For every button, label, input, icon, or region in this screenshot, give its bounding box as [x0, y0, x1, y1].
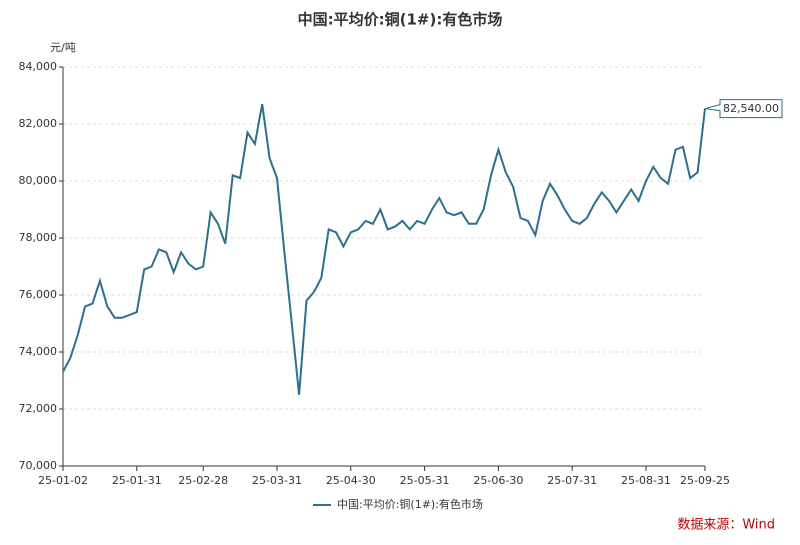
- y-tick-label: 80,000: [19, 174, 58, 187]
- value-label: 82,540.00: [723, 102, 779, 115]
- x-tick-label: 25-01-31: [112, 474, 162, 487]
- y-tick-label: 78,000: [19, 231, 58, 244]
- x-tick-label: 25-03-31: [252, 474, 302, 487]
- x-tick-label: 25-06-30: [473, 474, 523, 487]
- y-tick-label: 84,000: [19, 60, 58, 73]
- y-tick-label: 70,000: [19, 459, 58, 472]
- chart-title: 中国:平均价:铜(1#):有色市场: [298, 11, 503, 29]
- y-tick-label: 82,000: [19, 117, 58, 130]
- x-tick-label: 25-04-30: [326, 474, 376, 487]
- y-tick-label: 72,000: [19, 402, 58, 415]
- y-tick-label: 74,000: [19, 345, 58, 358]
- series-line: [62, 103, 706, 395]
- y-tick-label: 76,000: [19, 288, 58, 301]
- callout-box: [704, 99, 783, 119]
- x-tick-label: 25-07-31: [547, 474, 597, 487]
- x-tick-label: 25-05-31: [400, 474, 450, 487]
- x-tick-label: 25-02-28: [178, 474, 228, 487]
- legend-label: 中国:平均价:铜(1#):有色市场: [337, 497, 483, 511]
- x-tick-label: 25-09-25: [680, 474, 730, 487]
- x-tick-label: 25-08-31: [621, 474, 671, 487]
- x-tick-label: 25-01-02: [38, 474, 88, 487]
- y-axis-label: 元/吨: [50, 41, 76, 54]
- source: 数据来源：Wind: [677, 518, 775, 533]
